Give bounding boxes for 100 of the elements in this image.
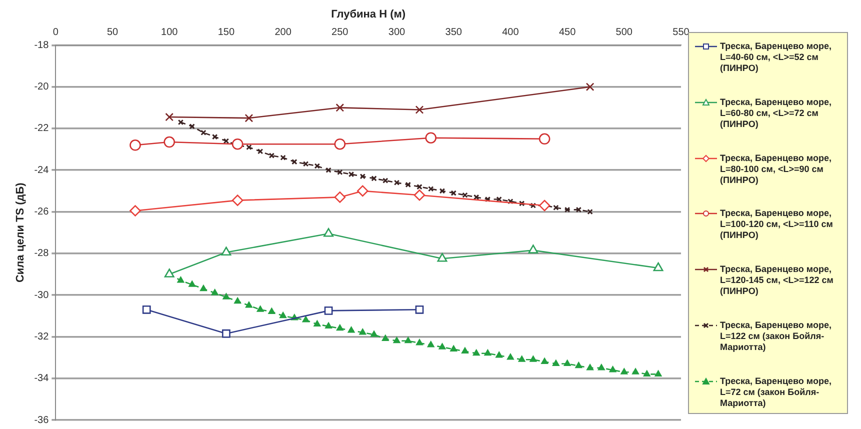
point [450,190,456,196]
point [518,200,525,206]
point [246,144,252,150]
x-tick-label: 550 [672,26,690,38]
point [507,354,514,360]
legend-label: Треска, Баренцево море, L=122 см (закон Бойля-Мариотта) [720,320,832,354]
point [586,364,594,370]
point [620,368,628,374]
point [348,326,355,333]
point [576,206,582,213]
legend-label: Треска, Баренцево море, L=120-145 см, <L>=122 см (ПИНРО) [720,264,834,298]
point [438,343,446,350]
point [256,306,264,312]
point [598,364,605,370]
point [232,138,244,150]
point [348,171,354,178]
legend-label: Треска, Баренцево море, L=40-60 см, <L>=52 см (ПИНРО) [720,41,832,74]
point [586,82,594,92]
point [280,312,286,318]
point [654,370,662,376]
point [428,186,434,192]
point [530,202,536,208]
point [425,132,437,144]
point [164,136,176,148]
point [437,252,448,262]
point [212,134,218,140]
x-tick-label: 50 [106,26,118,38]
point [142,305,151,314]
point [246,302,252,308]
x-axis-title: Глубина H (м) [331,8,406,21]
point [292,158,298,165]
point [530,356,537,362]
x-tick-label: 200 [274,26,292,38]
point [268,152,275,158]
point [302,161,309,167]
point [416,184,422,190]
point [360,174,366,180]
point [552,360,560,366]
point [222,329,230,338]
legend-label: Треска, Баренцево море, L=60-80 см, <L>=72 см (ПИНРО) [720,96,832,130]
point [609,366,616,372]
point [324,228,334,237]
point [644,370,650,376]
point [462,192,468,198]
point [232,194,244,206]
point [188,280,196,287]
y-tick-label: -18 [34,40,50,51]
point [415,305,424,314]
y-tick-label: -22 [34,123,50,134]
point [326,167,332,174]
point [632,368,639,374]
point [200,130,206,136]
point [564,206,570,213]
y-tick-label: -20 [34,82,50,93]
point [325,322,332,329]
point [415,106,424,114]
x-tick-label: 500 [616,26,633,38]
point [653,262,664,272]
point [405,182,411,188]
x-tick-label: 350 [445,26,462,38]
point [314,320,321,326]
point [508,198,514,204]
point [428,341,434,348]
point [472,350,480,356]
point [575,362,582,368]
point [484,350,492,356]
point [496,352,502,358]
point [324,306,333,315]
y-axis-title: Сила цели TS (дБ) [14,182,27,283]
point [528,244,538,254]
point [541,358,548,364]
point [538,200,550,212]
point [416,339,423,346]
y-tick-label: -34 [34,373,50,384]
y-tick-label: -30 [34,290,50,301]
point [334,138,346,150]
legend-label: Треска, Баренцево море, L=72 см (закон Бойля-Мариотта) [720,376,832,409]
point [382,178,388,184]
point [462,348,468,354]
point [439,188,446,194]
legend-label: Треска, Баренцево море, L=100-120 см, <L>=110 см (ПИНРО) [720,208,834,242]
legend-label: Треска, Баренцево море, L=80-100 см, <L>=90 см (ПИНРО) [720,152,832,186]
point [314,163,320,169]
point [337,169,343,176]
point [165,112,174,122]
point [356,185,368,197]
point [221,246,232,256]
point [280,154,286,161]
point [257,148,264,154]
point [200,285,207,292]
point [130,205,141,216]
point [130,139,141,151]
y-tick-label: -26 [34,206,50,218]
y-tick-label: -36 [34,414,50,426]
point [302,316,310,322]
point [393,337,400,344]
x-tick-label: 300 [388,26,406,38]
point [268,308,276,314]
point [538,133,550,145]
x-tick-label: 150 [218,26,235,38]
